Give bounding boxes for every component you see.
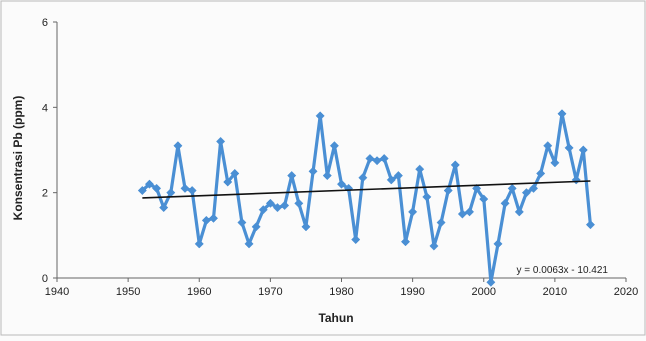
data-point-marker (152, 183, 162, 193)
data-point-marker (251, 222, 261, 232)
x-axis-label: Tahun (318, 311, 353, 325)
data-point-marker (358, 173, 368, 183)
data-point-marker (536, 168, 546, 179)
data-point-marker (415, 164, 425, 174)
data-point-marker (486, 277, 496, 287)
data-point-marker (493, 239, 503, 249)
data-point-marker (429, 241, 439, 251)
data-point-marker (585, 220, 595, 230)
x-tick-label: 1990 (400, 286, 424, 298)
data-point-marker (351, 235, 361, 245)
data-point-marker (550, 158, 560, 168)
data-point-marker (308, 166, 318, 176)
data-point-marker (578, 145, 588, 155)
data-point-marker (187, 185, 197, 196)
y-tick-label: 0 (42, 273, 48, 285)
x-tick-label: 2010 (543, 286, 567, 298)
y-tick-label: 2 (42, 188, 48, 200)
data-point-marker (201, 215, 211, 225)
data-point-marker (400, 237, 411, 247)
data-point-marker (379, 153, 389, 164)
x-tick-label: 1980 (329, 286, 353, 298)
data-point-marker (408, 207, 418, 217)
data-point-marker (144, 179, 155, 189)
data-point-marker (372, 156, 382, 166)
trendline-equation: y = 0.0063x - 10.421 (517, 265, 609, 276)
labels-layer: Tahun Konsentrasi Pb (ppm) y = 0.0063x -… (11, 96, 608, 325)
data-point-marker (137, 185, 147, 196)
data-point-marker (507, 183, 517, 193)
x-tick-label: 2000 (472, 286, 496, 298)
data-point-marker (464, 207, 475, 217)
data-point-marker (159, 203, 169, 213)
data-point-marker (393, 171, 403, 181)
axes: 0 2 4 6 1940 1950 1960 1970 1980 1990 2000 2010 2020 (42, 17, 638, 298)
data-point-marker (280, 200, 290, 211)
data-point-marker (543, 141, 553, 151)
data-point-marker (173, 141, 183, 151)
data-point-marker (336, 179, 347, 189)
data-point-marker (237, 217, 247, 228)
data-point-marker (230, 168, 240, 179)
data-point-marker (294, 198, 304, 208)
data-point-marker (265, 198, 275, 208)
data-point-marker (287, 171, 297, 181)
data-point-marker (514, 207, 524, 217)
x-tick-label: 1950 (116, 286, 140, 298)
data-point-marker (521, 188, 531, 198)
x-tick-label: 1970 (258, 286, 282, 298)
data-point-marker (301, 222, 311, 232)
data-point-marker (258, 205, 268, 215)
x-tick-label: 1960 (187, 286, 211, 298)
data-point-marker (315, 111, 325, 121)
data-point-marker (557, 109, 567, 119)
linear-trendline (142, 180, 591, 199)
data-point-marker (479, 194, 489, 204)
data-point-marker (272, 203, 283, 213)
data-point-marker (500, 198, 510, 208)
y-axis-label: Konsentrasi Pb (ppm) (11, 96, 25, 221)
data-point-marker (329, 141, 339, 151)
trendline-layer (142, 180, 591, 199)
data-point-marker (564, 143, 574, 153)
data-point-marker (365, 153, 375, 164)
data-point-marker (223, 177, 233, 187)
data-point-marker (422, 192, 432, 202)
data-point-marker (457, 209, 467, 219)
data-point-marker (244, 239, 254, 249)
data-point-marker (180, 183, 190, 193)
data-point-marker (436, 217, 446, 228)
data-point-marker (450, 160, 460, 170)
data-point-marker (571, 175, 581, 185)
data-point-marker (216, 136, 226, 147)
series-layer (137, 109, 595, 287)
data-point-marker (194, 239, 204, 249)
data-point-marker (472, 183, 482, 193)
x-tick-label: 1940 (45, 286, 69, 298)
y-tick-label: 4 (42, 102, 48, 114)
x-tick-label: 2020 (614, 286, 638, 298)
y-tick-label: 6 (42, 17, 48, 29)
data-point-marker (528, 183, 539, 193)
data-point-marker (443, 185, 453, 196)
data-point-marker (322, 171, 332, 181)
data-point-marker (386, 175, 396, 185)
series-line (141, 112, 592, 284)
data-point-marker (208, 213, 219, 223)
